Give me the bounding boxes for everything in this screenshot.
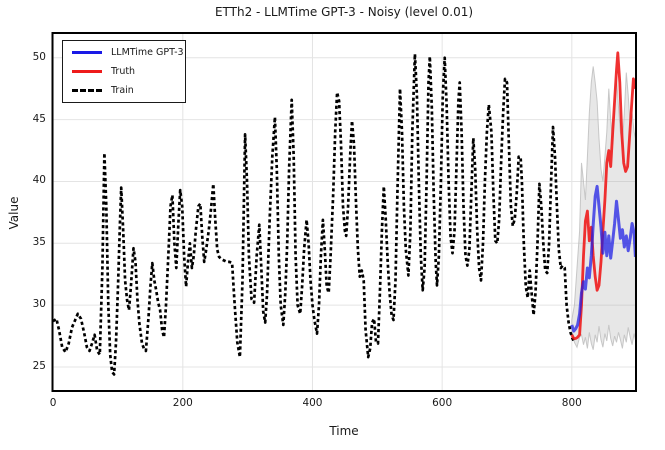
chart-title: ETTh2 - LLMTime GPT-3 - Noisy (level 0.0… <box>214 5 474 19</box>
x-tick-label: 800 <box>561 397 582 409</box>
x-tick-label: 400 <box>302 397 323 409</box>
y-tick-label: 25 <box>32 360 46 372</box>
legend-label: LLMTime GPT-3 <box>111 47 184 59</box>
legend: LLMTime GPT-3 Truth Train <box>62 40 186 103</box>
legend-item-truth: Truth <box>72 63 181 81</box>
x-tick-label: 0 <box>49 397 57 409</box>
x-tick-label: 200 <box>172 397 193 409</box>
x-tick-label: 600 <box>432 397 453 409</box>
legend-label: Train <box>111 84 134 96</box>
train-series <box>52 52 576 376</box>
y-tick-label: 50 <box>32 50 46 63</box>
truth-line-swatch <box>72 70 102 73</box>
legend-label: Truth <box>111 66 136 77</box>
legend-item-train: Train <box>72 81 181 99</box>
y-tick-label: 40 <box>32 174 46 187</box>
x-axis-label: Time <box>329 424 359 438</box>
train-line-swatch <box>72 88 102 92</box>
prediction-series <box>570 184 637 333</box>
truth-series <box>570 51 637 340</box>
y-tick-label: 35 <box>32 236 46 249</box>
axes-border <box>51 32 637 392</box>
y-tick-label: 45 <box>32 112 46 125</box>
legend-item-llmtime: LLMTime GPT-3 <box>72 44 184 62</box>
llmtime-line-swatch <box>72 51 102 55</box>
y-tick-label: 30 <box>32 298 46 311</box>
